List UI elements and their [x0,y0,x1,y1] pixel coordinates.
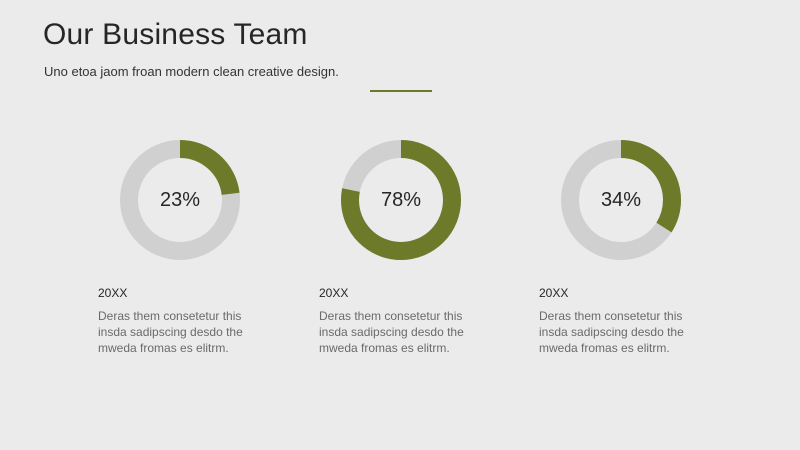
donut-chart: 78% [339,138,463,262]
accent-divider [370,90,432,92]
donut-svg [341,140,461,260]
card-description: Deras them consetetur this insda sadipsc… [98,309,243,355]
donut-percent-label: 34% [600,188,642,211]
card-year: 20XX [98,286,128,300]
donut-fill [341,140,461,260]
donut-percent-label: 23% [159,188,201,211]
donut-svg [120,140,240,260]
donut-svg [561,140,681,260]
stat-card-1: 23% 20XX Deras them consetetur this insd… [98,138,298,368]
stat-card-2: 78% 20XX Deras them consetetur this insd… [319,138,519,368]
card-year: 20XX [539,286,569,300]
donut-fill [120,140,240,260]
donut-chart: 34% [559,138,683,262]
donut-percent-label: 78% [380,188,422,211]
page-title: Our Business Team [43,18,308,51]
card-description: Deras them consetetur this insda sadipsc… [539,309,684,355]
donut-chart: 23% [118,138,242,262]
card-description: Deras them consetetur this insda sadipsc… [319,309,464,355]
stat-card-3: 34% 20XX Deras them consetetur this insd… [539,138,739,368]
donut-fill [561,140,681,260]
page-subtitle: Uno etoa jaom froan modern clean creativ… [44,64,339,79]
card-year: 20XX [319,286,349,300]
